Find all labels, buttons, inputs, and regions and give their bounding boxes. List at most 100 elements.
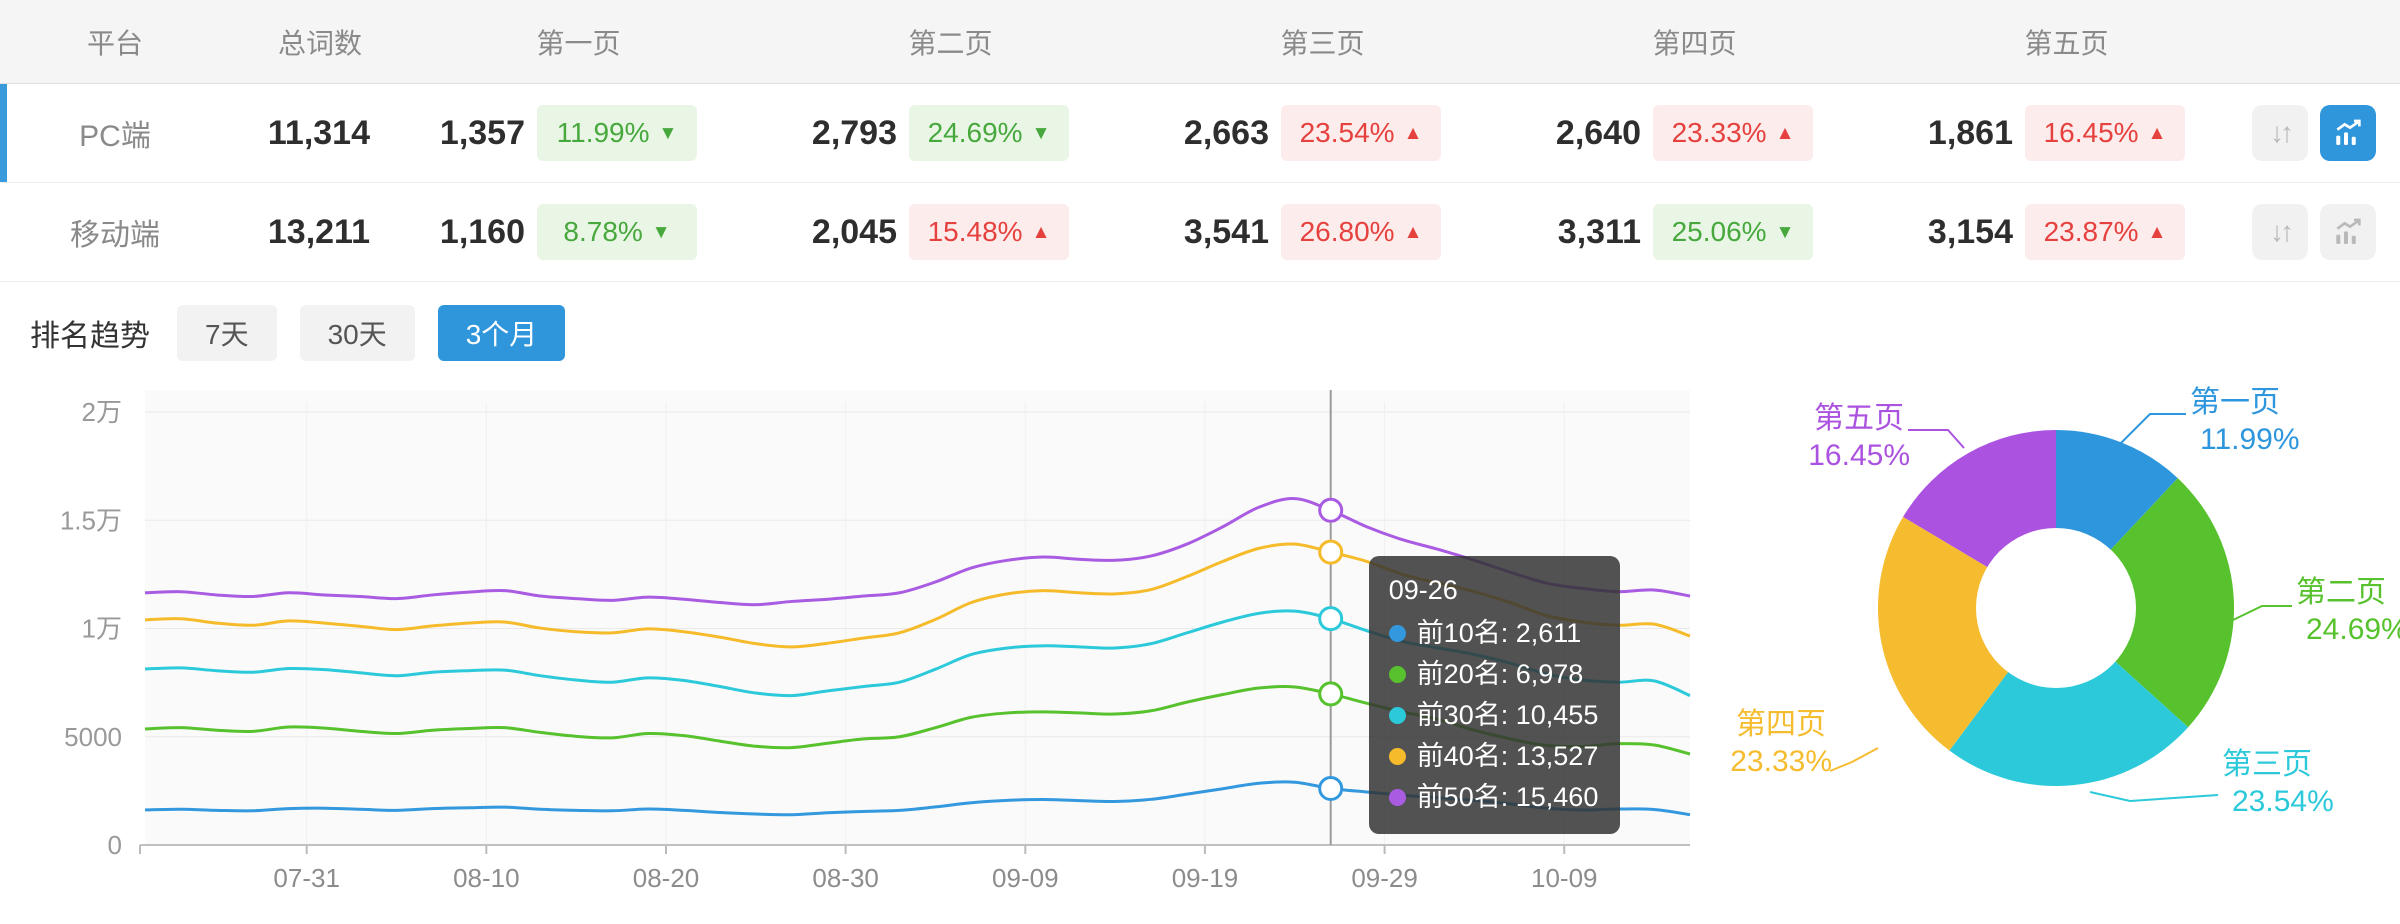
hover-marker-前50名 xyxy=(1318,497,1344,523)
change-badge: 8.78% ▼ xyxy=(537,204,697,260)
series-dot-icon xyxy=(1388,666,1406,683)
range-tab-30d[interactable]: 30天 xyxy=(299,305,415,361)
page-3-stat: 3,541 26.80% ▲ xyxy=(1114,204,1486,260)
series-dot-icon xyxy=(1388,748,1406,765)
page-count: 2,640 xyxy=(1555,113,1641,152)
hover-marker-前10名 xyxy=(1318,775,1344,801)
pie-leader-line xyxy=(1908,429,1965,449)
change-badge: 23.87% ▲ xyxy=(2025,204,2185,260)
header-platform: 平台 xyxy=(86,27,143,59)
change-badge: 25.06% ▼ xyxy=(1653,204,1813,260)
svg-text:1万: 1万 xyxy=(82,614,122,644)
page-5-stat: 3,154 23.87% ▲ xyxy=(1858,204,2230,260)
header-page-5: 第五页 xyxy=(2024,27,2109,59)
header-page-3: 第三页 xyxy=(1280,27,1365,59)
tooltip-row: 前20名: 6,978 xyxy=(1388,654,1599,695)
change-badge: 16.45% ▲ xyxy=(2025,105,2185,161)
page-count: 3,541 xyxy=(1183,212,1269,251)
pie-leader-line xyxy=(1829,747,1879,772)
range-tab-3m[interactable]: 3个月 xyxy=(437,305,566,361)
header-page-2: 第二页 xyxy=(908,27,993,59)
svg-text:09-29: 09-29 xyxy=(1351,863,1418,893)
compare-sort-button[interactable]: ↓↑ xyxy=(2252,204,2308,260)
page-2-stat: 2,793 24.69% ▼ xyxy=(742,105,1114,161)
total-words-value: 13,211 xyxy=(267,212,370,251)
table-row-mobile[interactable]: 移动端 13,211 1,160 8.78% ▼ 2,045 15.48% ▲ 3,… xyxy=(0,183,2400,282)
change-badge: 11.99% ▼ xyxy=(537,105,697,161)
trend-chart-icon xyxy=(2336,119,2361,145)
trend-chart-button[interactable] xyxy=(2320,105,2376,161)
page-count: 1,160 xyxy=(439,212,525,251)
change-badge: 24.69% ▼ xyxy=(909,105,1069,161)
page-5-stat: 1,861 16.45% ▲ xyxy=(1858,105,2230,161)
page-count: 2,793 xyxy=(811,113,897,152)
trend-arrow-icon: ▲ xyxy=(1775,122,1795,144)
row-actions: ↓↑ xyxy=(2230,204,2400,260)
pie-label-page-5: 第五页 16.45% xyxy=(1808,402,1910,472)
page-2-stat: 2,045 15.48% ▲ xyxy=(742,204,1114,260)
page-4-stat: 3,311 25.06% ▼ xyxy=(1486,204,1858,260)
svg-text:08-20: 08-20 xyxy=(633,863,700,893)
svg-text:0: 0 xyxy=(108,830,122,860)
table-header-row: 平台 总词数 第一页 第二页 第三页 第四页 第五页 xyxy=(0,0,2400,84)
pie-label-page-1: 第一页 11.99% xyxy=(2190,386,2300,456)
change-badge: 23.33% ▲ xyxy=(1653,105,1813,161)
pie-slice-第二页[interactable] xyxy=(2056,478,2234,728)
trend-arrow-icon: ▼ xyxy=(1775,221,1795,243)
page-count: 1,861 xyxy=(1927,113,2013,152)
tooltip-row: 前40名: 13,527 xyxy=(1388,736,1598,777)
pie-leader-line xyxy=(2232,605,2292,621)
page-1-stat: 1,357 11.99% ▼ xyxy=(370,105,742,161)
trend-section-title: 排名趋势 xyxy=(30,320,150,353)
tooltip-row: 前50名: 15,460 xyxy=(1388,777,1598,818)
trend-arrow-icon: ▲ xyxy=(1403,122,1423,144)
page-count: 1,357 xyxy=(439,113,525,152)
rank-trend-chart-area: 爱站网 050001万1.5万2万07-3108-1008-2008-3009-… xyxy=(0,380,1700,924)
platform-name: 移动端 xyxy=(70,219,160,252)
page-4-stat: 2,640 23.33% ▲ xyxy=(1486,105,1858,161)
svg-text:1.5万: 1.5万 xyxy=(60,505,122,535)
svg-text:5000: 5000 xyxy=(64,722,122,752)
table-row-pc[interactable]: PC端 11,314 1,357 11.99% ▼ 2,793 24.69% ▼ 2… xyxy=(0,84,2400,183)
sort-arrows-icon: ↓↑ xyxy=(2270,117,2294,148)
page-count: 3,311 xyxy=(1557,212,1641,251)
range-tab-7d[interactable]: 7天 xyxy=(177,305,277,361)
pie-label-page-4: 第四页 23.33% xyxy=(1730,708,1832,778)
series-dot-icon xyxy=(1388,707,1406,724)
header-page-1: 第一页 xyxy=(536,27,621,59)
pie-leader-line xyxy=(2117,413,2186,447)
page-distribution-donut-area: 第一页 11.99% 第二页 24.69% 第三页 23.54% 第四页 23.33% … xyxy=(1700,380,2400,924)
svg-text:07-31: 07-31 xyxy=(273,863,340,893)
trend-arrow-icon: ▼ xyxy=(651,221,671,243)
pie-label-page-3: 第三页 23.54% xyxy=(2222,748,2334,818)
header-total-words: 总词数 xyxy=(277,27,362,59)
trend-arrow-icon: ▲ xyxy=(2147,221,2167,243)
page-distribution-donut[interactable] xyxy=(1700,380,2400,924)
trend-arrow-icon: ▲ xyxy=(1403,221,1423,243)
series-dot-icon xyxy=(1388,625,1406,642)
page-1-stat: 1,160 8.78% ▼ xyxy=(370,204,742,260)
svg-text:09-19: 09-19 xyxy=(1172,863,1239,893)
pie-slice-第四页[interactable] xyxy=(1878,516,2056,751)
trend-arrow-icon: ▼ xyxy=(1031,122,1051,144)
svg-text:10-09: 10-09 xyxy=(1531,863,1598,893)
header-page-4: 第四页 xyxy=(1652,27,1737,59)
hover-marker-前40名 xyxy=(1318,539,1344,565)
page-count: 3,154 xyxy=(1927,212,2013,251)
row-actions: ↓↑ xyxy=(2230,105,2400,161)
trend-range-bar: 排名趋势 7天 30天 3个月 xyxy=(0,304,2400,362)
pie-slice-第三页[interactable] xyxy=(1949,608,2189,786)
pie-leader-line xyxy=(2089,791,2219,803)
compare-sort-button[interactable]: ↓↑ xyxy=(2252,105,2308,161)
sort-arrows-icon: ↓↑ xyxy=(2270,216,2294,247)
trend-chart-button[interactable] xyxy=(2320,204,2376,260)
hover-marker-前30名 xyxy=(1318,606,1344,632)
series-dot-icon xyxy=(1388,789,1406,806)
tooltip-row: 前10名: 2,611 xyxy=(1388,613,1599,654)
trend-chart-icon xyxy=(2336,218,2361,244)
trend-arrow-icon: ▼ xyxy=(658,122,678,144)
svg-text:09-09: 09-09 xyxy=(992,863,1059,893)
tooltip-row: 前30名: 10,455 xyxy=(1388,695,1598,736)
trend-line-前50名 xyxy=(144,497,1691,607)
